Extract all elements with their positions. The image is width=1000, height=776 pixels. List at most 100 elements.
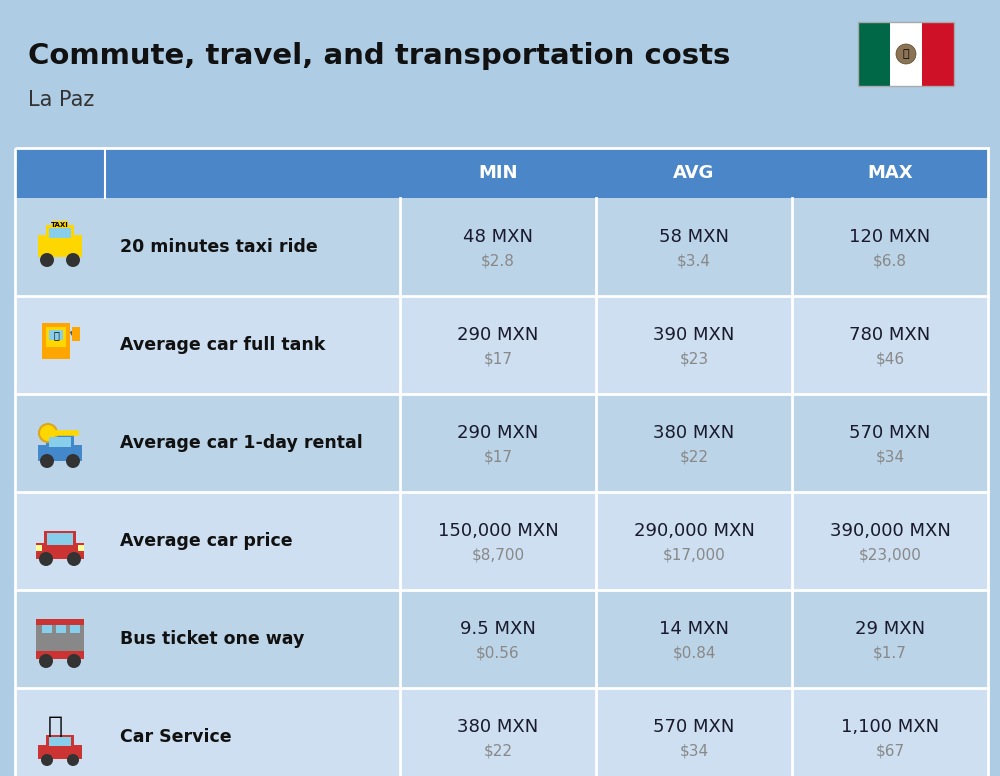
Bar — [858, 22, 890, 86]
Bar — [38, 235, 82, 257]
Circle shape — [39, 552, 53, 566]
Text: $17: $17 — [484, 449, 512, 465]
Bar — [46, 435, 74, 449]
Circle shape — [39, 424, 57, 442]
Text: 290 MXN: 290 MXN — [457, 326, 539, 344]
Bar — [15, 688, 988, 776]
Circle shape — [66, 454, 80, 468]
Text: $6.8: $6.8 — [873, 254, 907, 268]
Text: 570 MXN: 570 MXN — [849, 424, 931, 442]
Bar — [42, 323, 70, 359]
Bar — [56, 623, 66, 633]
Text: 780 MXN: 780 MXN — [849, 326, 931, 344]
Circle shape — [66, 253, 80, 267]
Bar — [46, 735, 74, 748]
Bar — [49, 330, 63, 340]
Bar — [922, 22, 954, 86]
Bar — [890, 22, 922, 86]
Text: $8,700: $8,700 — [471, 548, 525, 563]
Bar — [858, 22, 954, 86]
Bar — [15, 394, 988, 492]
Text: $22: $22 — [680, 449, 708, 465]
Text: 1,100 MXN: 1,100 MXN — [841, 718, 939, 736]
Text: 380 MXN: 380 MXN — [653, 424, 735, 442]
Text: $23,000: $23,000 — [859, 548, 921, 563]
Text: La Paz: La Paz — [28, 90, 94, 110]
Bar — [72, 327, 80, 341]
Text: $22: $22 — [484, 743, 512, 758]
Bar — [49, 737, 71, 746]
Circle shape — [41, 754, 53, 766]
Bar — [36, 619, 84, 657]
Bar — [49, 437, 71, 447]
Text: 570 MXN: 570 MXN — [653, 718, 735, 736]
Text: $67: $67 — [875, 743, 905, 758]
Bar — [15, 198, 988, 296]
Text: MIN: MIN — [478, 164, 518, 182]
Text: $34: $34 — [875, 449, 905, 465]
Bar — [15, 148, 988, 776]
Text: $34: $34 — [679, 743, 709, 758]
Text: $17: $17 — [484, 352, 512, 366]
Text: 💧: 💧 — [53, 330, 59, 340]
Text: Average car price: Average car price — [120, 532, 293, 550]
Text: 20 minutes taxi ride: 20 minutes taxi ride — [120, 238, 318, 256]
Circle shape — [40, 454, 54, 468]
Text: Average car 1-day rental: Average car 1-day rental — [120, 434, 363, 452]
Text: Car Service: Car Service — [120, 728, 232, 746]
Text: 390 MXN: 390 MXN — [653, 326, 735, 344]
Circle shape — [67, 754, 79, 766]
Bar — [78, 545, 84, 551]
Circle shape — [67, 654, 81, 668]
Bar — [15, 590, 988, 688]
Bar — [49, 228, 71, 238]
Text: 58 MXN: 58 MXN — [659, 228, 729, 246]
Text: 9.5 MXN: 9.5 MXN — [460, 620, 536, 638]
Text: $2.8: $2.8 — [481, 254, 515, 268]
Circle shape — [39, 654, 53, 668]
Text: 14 MXN: 14 MXN — [659, 620, 729, 638]
Text: 120 MXN: 120 MXN — [849, 228, 931, 246]
Text: 390,000 MXN: 390,000 MXN — [830, 522, 950, 540]
Bar — [47, 533, 73, 545]
Bar — [15, 148, 988, 198]
Bar — [15, 492, 988, 590]
Text: TAXI: TAXI — [51, 222, 69, 228]
Text: Average car full tank: Average car full tank — [120, 336, 325, 354]
Text: $0.56: $0.56 — [476, 646, 520, 660]
Text: 🦅: 🦅 — [903, 49, 909, 59]
Text: $1.7: $1.7 — [873, 646, 907, 660]
Bar — [36, 651, 84, 659]
Bar — [52, 221, 68, 229]
Text: 🔧: 🔧 — [48, 715, 62, 739]
Text: 48 MXN: 48 MXN — [463, 228, 533, 246]
Text: $23: $23 — [679, 352, 709, 366]
Text: $0.84: $0.84 — [672, 646, 716, 660]
Bar — [36, 619, 84, 625]
Text: AVG: AVG — [673, 164, 715, 182]
Bar — [42, 623, 52, 633]
Bar — [70, 623, 80, 633]
Bar — [46, 327, 66, 347]
Text: 29 MXN: 29 MXN — [855, 620, 925, 638]
Text: 290,000 MXN: 290,000 MXN — [634, 522, 754, 540]
Text: MAX: MAX — [867, 164, 913, 182]
Text: 380 MXN: 380 MXN — [457, 718, 539, 736]
Text: Commute, travel, and transportation costs: Commute, travel, and transportation cost… — [28, 42, 730, 70]
Text: 290 MXN: 290 MXN — [457, 424, 539, 442]
Circle shape — [896, 44, 916, 64]
Circle shape — [40, 253, 54, 267]
Text: $3.4: $3.4 — [677, 254, 711, 268]
Bar — [46, 225, 74, 239]
Bar — [15, 296, 988, 394]
Text: Bus ticket one way: Bus ticket one way — [120, 630, 304, 648]
Bar — [36, 543, 84, 559]
Bar — [38, 745, 82, 759]
Bar — [44, 531, 76, 547]
Text: 150,000 MXN: 150,000 MXN — [438, 522, 558, 540]
Bar — [38, 445, 82, 461]
Text: $17,000: $17,000 — [663, 548, 725, 563]
Bar — [36, 545, 42, 551]
Text: $46: $46 — [875, 352, 905, 366]
Circle shape — [67, 552, 81, 566]
